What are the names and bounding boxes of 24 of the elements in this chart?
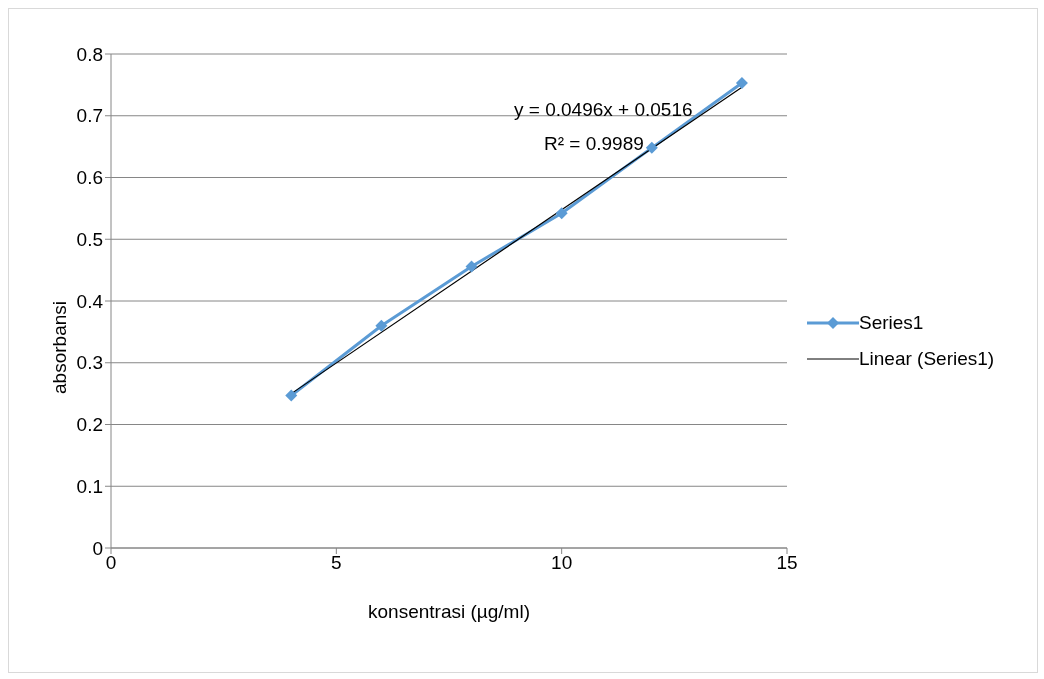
point <box>735 77 748 90</box>
annotation: y = 0.0496x + 0.0516 <box>514 99 693 121</box>
y-axis-title: absorbansi <box>48 301 70 394</box>
y-tick-label: 0 <box>92 537 103 559</box>
x-tick-label: 15 <box>776 552 798 574</box>
x-tick-label: 5 <box>331 552 342 574</box>
y-tick-label: 0.1 <box>76 475 103 497</box>
y-tick-label: 0.7 <box>76 105 103 127</box>
y-tick-label: 0.4 <box>76 290 104 312</box>
annotation: R² = 0.9989 <box>544 133 644 155</box>
point <box>555 207 568 220</box>
y-tick-label: 0.3 <box>76 352 103 374</box>
point <box>375 319 388 332</box>
y-tick-label: 0.6 <box>76 167 103 189</box>
point <box>285 389 298 402</box>
x-tick-label: 10 <box>551 552 573 574</box>
y-tick-label: 0.5 <box>76 228 103 250</box>
legend-label: Series1 <box>859 311 924 334</box>
y-tick-label: 0.2 <box>76 414 103 436</box>
legend-label: Linear (Series1) <box>859 347 995 370</box>
point <box>465 260 478 273</box>
x-axis-title: konsentrasi (µg/ml) <box>368 601 530 622</box>
y-tick-label: 0.8 <box>76 43 103 65</box>
point <box>645 141 658 154</box>
